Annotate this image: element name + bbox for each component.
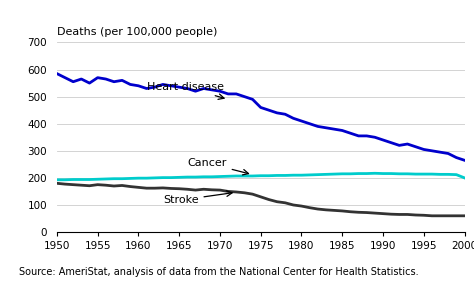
Text: Source: AmeriStat, analysis of data from the National Center for Health Statisti: Source: AmeriStat, analysis of data from… <box>19 267 419 277</box>
Text: Heart disease: Heart disease <box>146 82 224 99</box>
Text: Deaths (per 100,000 people): Deaths (per 100,000 people) <box>57 27 217 37</box>
Text: Cancer: Cancer <box>187 158 248 175</box>
Text: Stroke: Stroke <box>163 191 232 205</box>
